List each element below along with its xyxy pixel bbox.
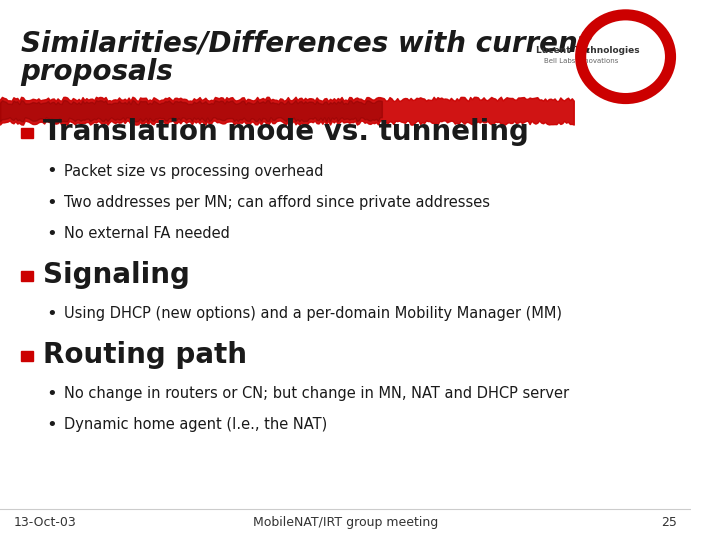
Text: Packet size vs processing overhead: Packet size vs processing overhead bbox=[63, 164, 323, 179]
Text: Routing path: Routing path bbox=[43, 341, 247, 369]
Text: Bell Labs Innovations: Bell Labs Innovations bbox=[544, 58, 618, 64]
Text: No change in routers or CN; but change in MN, NAT and DHCP server: No change in routers or CN; but change i… bbox=[63, 386, 569, 401]
Text: Signaling: Signaling bbox=[43, 261, 190, 289]
Text: •: • bbox=[47, 162, 57, 180]
Text: 25: 25 bbox=[662, 516, 678, 529]
Text: Translation mode vs. tunneling: Translation mode vs. tunneling bbox=[43, 118, 528, 146]
Text: Two addresses per MN; can afford since private addresses: Two addresses per MN; can afford since p… bbox=[63, 195, 490, 210]
Text: No external FA needed: No external FA needed bbox=[63, 226, 230, 241]
Text: MobileNAT/IRT group meeting: MobileNAT/IRT group meeting bbox=[253, 516, 438, 529]
Text: Using DHCP (new options) and a per-domain Mobility Manager (MM): Using DHCP (new options) and a per-domai… bbox=[63, 306, 562, 321]
Text: •: • bbox=[47, 225, 57, 243]
Bar bbox=[21, 129, 33, 138]
Text: •: • bbox=[47, 384, 57, 403]
Text: •: • bbox=[47, 416, 57, 434]
Text: Lucent Technologies: Lucent Technologies bbox=[536, 46, 639, 55]
Bar bbox=[21, 351, 33, 361]
Text: •: • bbox=[47, 305, 57, 323]
Text: 13-Oct-03: 13-Oct-03 bbox=[14, 516, 76, 529]
Text: proposals: proposals bbox=[21, 58, 174, 86]
Text: Similarities/Differences with current: Similarities/Differences with current bbox=[21, 30, 590, 58]
Text: •: • bbox=[47, 193, 57, 212]
Bar bbox=[21, 271, 33, 281]
Text: Dynamic home agent (I.e., the NAT): Dynamic home agent (I.e., the NAT) bbox=[63, 417, 327, 433]
